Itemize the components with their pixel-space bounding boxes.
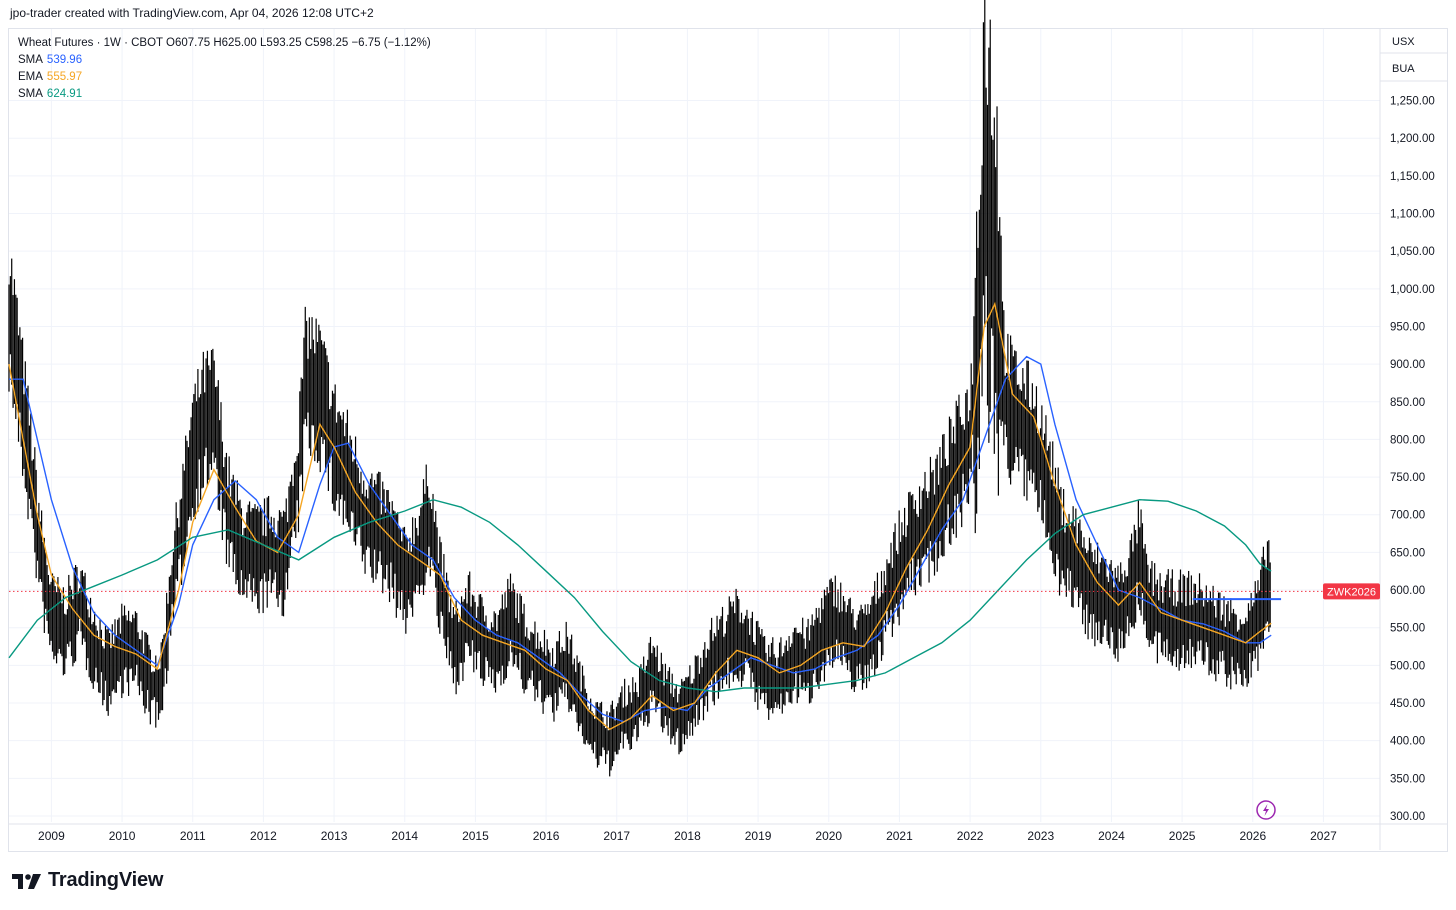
price-tick-label: 1,200.00 (1390, 133, 1435, 145)
legend-indicator-ema[interactable]: EMA 555.97 (18, 69, 431, 86)
chart-legend: Wheat Futures · 1W · CBOT O607.75 H625.0… (18, 35, 431, 103)
chart-frame (8, 28, 1448, 852)
time-tick-label: 2011 (180, 829, 206, 843)
price-tick-label: 600.00 (1390, 585, 1425, 597)
last-price-badge[interactable] (1323, 583, 1380, 600)
legend-indicator-name: SMA (18, 54, 43, 66)
price-tick-label: 550.00 (1390, 623, 1425, 635)
time-tick-label: 2010 (109, 829, 136, 843)
time-tick-label: 2012 (250, 829, 277, 843)
time-tick-label: 2009 (38, 829, 65, 843)
last-price-badge-label: ZWK2026 (1327, 586, 1376, 598)
currency-unit-label[interactable]: USX (1392, 36, 1415, 48)
chart-attribution: jpo-trader created with TradingView.com,… (10, 6, 374, 20)
price-tick-label: 1,100.00 (1390, 209, 1435, 221)
brand-name: TradingView (48, 869, 164, 891)
legend-indicator-value: 624.91 (46, 88, 83, 100)
price-tick-label: 1,150.00 (1390, 171, 1435, 183)
tradingview-logo-icon (12, 873, 41, 889)
sma-fast-line[interactable] (9, 355, 1272, 723)
ema-line[interactable] (8, 301, 1272, 731)
price-tick-label: 750.00 (1390, 472, 1425, 484)
time-tick-label: 2013 (321, 829, 348, 843)
sma-slow-line[interactable] (8, 498, 1272, 693)
price-tick-label: 1,250.00 (1390, 96, 1435, 108)
time-tick-label: 2014 (391, 829, 418, 843)
legend-indicator-name: SMA (18, 88, 43, 100)
time-tick-label: 2019 (745, 829, 772, 843)
time-tick-label: 2016 (533, 829, 560, 843)
price-tick-label: 1,000.00 (1390, 284, 1435, 296)
price-tick-label: 500.00 (1390, 660, 1425, 672)
price-tick-label: 850.00 (1390, 397, 1425, 409)
time-tick-label: 2025 (1169, 829, 1196, 843)
time-tick-label: 2023 (1027, 829, 1054, 843)
time-tick-label: 2021 (886, 829, 913, 843)
measure-unit-label[interactable]: BUA (1392, 63, 1415, 75)
price-tick-label: 450.00 (1390, 698, 1425, 710)
time-tick-label: 2024 (1098, 829, 1125, 843)
price-tick-label: 950.00 (1390, 321, 1425, 333)
price-tick-label: 700.00 (1390, 510, 1425, 522)
time-tick-label: 2018 (674, 829, 701, 843)
price-tick-label: 400.00 (1390, 736, 1425, 748)
time-tick-label: 2026 (1239, 829, 1266, 843)
time-tick-label: 2020 (815, 829, 842, 843)
price-tick-label: 350.00 (1390, 773, 1425, 785)
legend-indicator-value: 555.97 (46, 71, 83, 83)
time-tick-label: 2027 (1310, 829, 1337, 843)
legend-header[interactable]: Wheat Futures · 1W · CBOT O607.75 H625.0… (18, 37, 431, 49)
price-tick-label: 300.00 (1390, 811, 1425, 823)
price-tick-label: 900.00 (1390, 359, 1425, 371)
price-tick-label: 800.00 (1390, 434, 1425, 446)
price-tick-label: 650.00 (1390, 547, 1425, 559)
legend-indicator-name: EMA (18, 71, 43, 83)
legend-indicator-value: 539.96 (46, 54, 83, 66)
time-tick-label: 2017 (603, 829, 630, 843)
legend-indicator-sma-fast[interactable]: SMA 539.96 (18, 52, 431, 69)
tradingview-brand[interactable]: TradingView (12, 869, 163, 892)
time-tick-label: 2015 (462, 829, 489, 843)
price-tick-label: 1,050.00 (1390, 246, 1435, 258)
time-tick-label: 2022 (957, 829, 984, 843)
lightning-bolt-glyph (1263, 804, 1269, 816)
legend-indicator-sma-slow[interactable]: SMA 624.91 (18, 86, 431, 103)
